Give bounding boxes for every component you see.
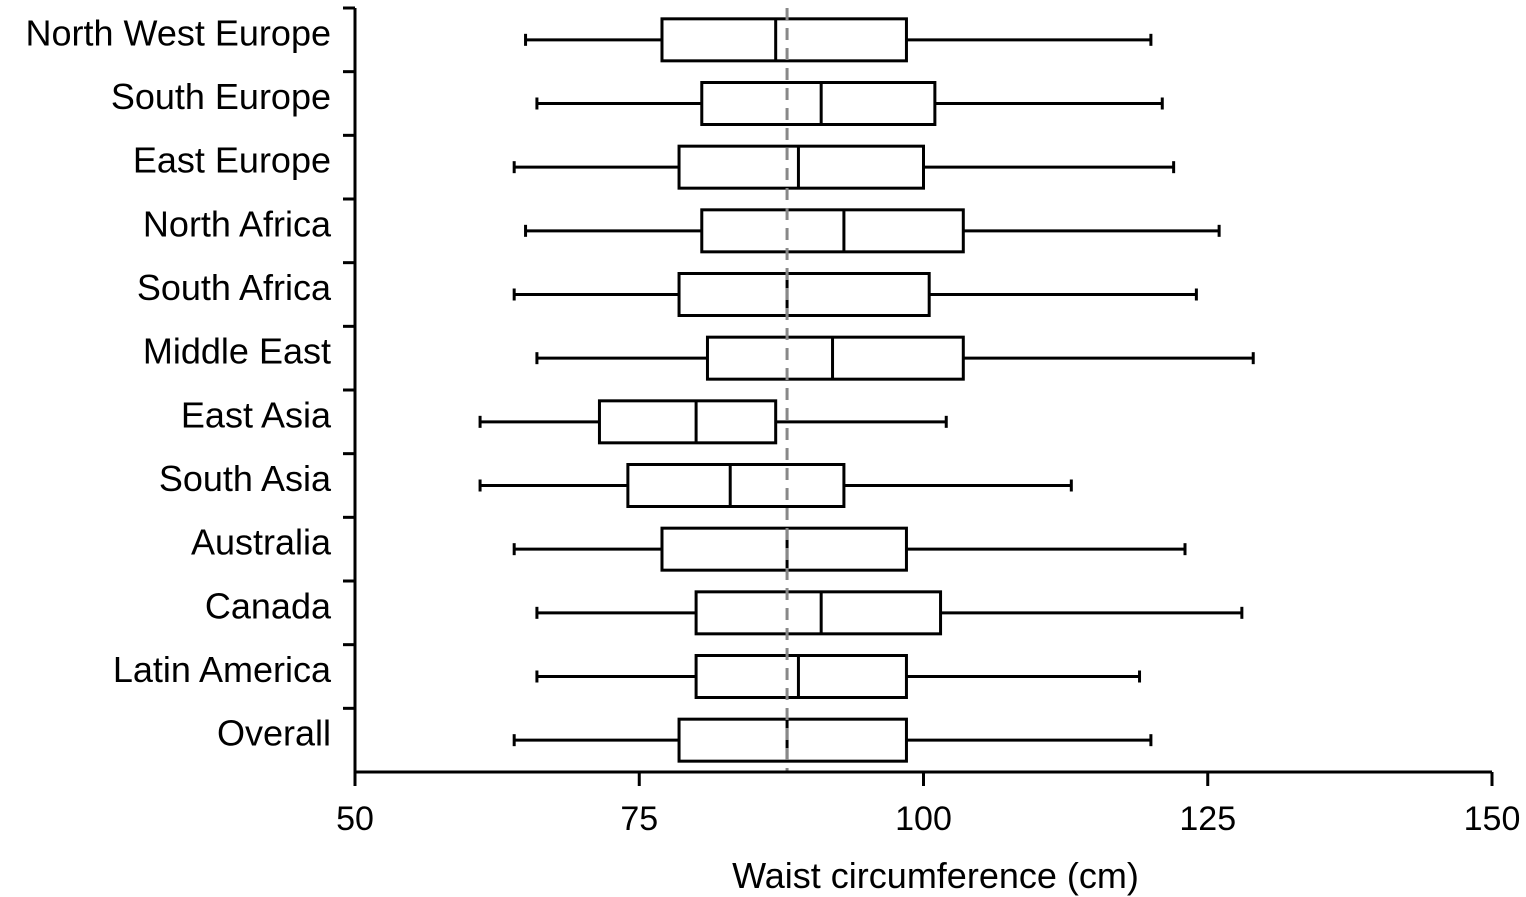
box-group <box>478 399 948 445</box>
box-group <box>535 590 1244 636</box>
x-tick-label-75: 75 <box>620 800 658 838</box>
category-label: Canada <box>205 585 332 626</box>
category-label: Australia <box>191 522 332 563</box>
box-group <box>512 717 1153 763</box>
iqr-box <box>677 272 931 317</box>
iqr-box <box>660 526 908 572</box>
box-group <box>535 81 1164 126</box>
category-label: North Africa <box>143 203 332 244</box>
iqr-box <box>677 717 908 763</box>
category-label: East Asia <box>181 394 332 435</box>
y-axis-ticks <box>343 6 355 710</box>
box-group <box>524 17 1153 63</box>
category-label: Overall <box>217 713 331 754</box>
box-group <box>512 272 1198 317</box>
iqr-box <box>700 81 937 126</box>
category-label: North West Europe <box>26 12 331 53</box>
iqr-box <box>694 590 943 636</box>
iqr-box <box>626 463 846 508</box>
category-labels: North West Europe South Europe East Europe… <box>26 12 332 753</box>
x-axis-title: Waist circumference (cm) <box>732 855 1139 896</box>
category-label: South Asia <box>159 458 332 499</box>
x-tick-label-50: 50 <box>336 800 374 838</box>
box-group <box>535 654 1142 699</box>
category-label: Middle East <box>143 331 331 372</box>
plot-area <box>478 8 1255 772</box>
iqr-box <box>705 335 965 381</box>
iqr-box <box>700 208 965 254</box>
iqr-box <box>660 17 908 63</box>
iqr-box <box>694 654 908 699</box>
x-tick-label-150: 150 <box>1464 800 1521 838</box>
x-tick-label-100: 100 <box>895 800 952 838</box>
box-group <box>524 208 1221 254</box>
box-group <box>535 335 1255 381</box>
x-tick-label-125: 125 <box>1179 800 1236 838</box>
category-label: South Europe <box>111 76 331 117</box>
box-group <box>512 144 1176 190</box>
category-label: East Europe <box>133 140 331 181</box>
category-label: South Africa <box>137 267 332 308</box>
box-group <box>478 463 1073 508</box>
iqr-box <box>677 144 925 190</box>
box-group <box>512 526 1187 572</box>
category-label: Latin America <box>113 649 332 690</box>
iqr-box <box>597 399 778 445</box>
x-axis-ticks: 50 75 100 125 150 <box>336 772 1520 838</box>
